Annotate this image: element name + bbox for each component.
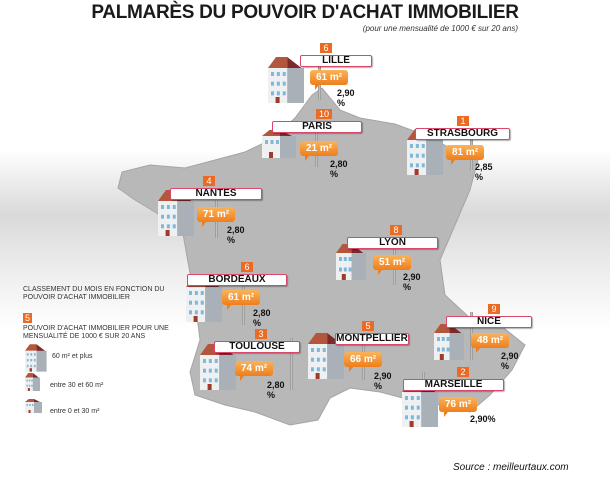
surface-bubble: 48 m² (471, 333, 509, 353)
legend-power-label: POUVOIR D'ACHAT IMMOBILIER POUR UNE MENS… (23, 325, 169, 340)
surface-bubble: 74 m² (235, 361, 273, 381)
rate-label: 2,90 % (374, 371, 392, 391)
rate-label: 2,80 % (267, 380, 285, 400)
rate-label: 2,80 % (227, 225, 245, 245)
city-name-sign: NANTES (170, 188, 262, 200)
sign-pole (290, 338, 293, 390)
rank-badge: 3 (255, 329, 267, 339)
legend-rank-badge: 5 (23, 313, 32, 323)
rank-badge: 8 (390, 225, 402, 235)
city-name-sign: STRASBOURG (415, 128, 510, 140)
legend-item-label: entre 0 et 30 m² (50, 408, 100, 415)
city-name-sign: PARIS (272, 121, 362, 133)
city-name-sign: TOULOUSE (214, 341, 300, 353)
rate-label: 2,80 % (253, 308, 271, 328)
house-medium-icon (434, 322, 466, 365)
source: Source : meilleurtaux.com (453, 462, 569, 473)
city-name-sign: NICE (446, 316, 532, 328)
city-name-sign: BORDEAUX (187, 274, 287, 286)
house-small-icon (262, 128, 298, 163)
rank-badge: 10 (316, 109, 332, 119)
rate-label: 2,90% (470, 414, 496, 424)
page-title: PALMARÈS DU POUVOIR D'ACHAT IMMOBILIER (91, 2, 519, 23)
rank-badge: 6 (320, 43, 332, 53)
surface-bubble: 66 m² (344, 352, 382, 372)
surface-bubble: 71 m² (197, 207, 235, 227)
rate-label: 2,90 % (501, 351, 519, 371)
legend-item-label: 60 m² et plus (52, 353, 93, 360)
surface-bubble: 51 m² (373, 255, 411, 275)
page-subtitle: (pour une mensualité de 1000 € sur 20 an… (362, 24, 518, 33)
surface-bubble: 61 m² (222, 290, 260, 310)
surface-bubble: 81 m² (446, 145, 484, 165)
house-small-icon (25, 398, 43, 416)
rank-badge: 5 (362, 321, 374, 331)
rate-label: 2,90 % (337, 88, 355, 108)
rank-badge: 9 (488, 304, 500, 314)
surface-bubble: 76 m² (439, 397, 477, 417)
city-name-sign: LYON (347, 237, 438, 249)
rank-badge: 6 (241, 262, 253, 272)
surface-bubble: 61 m² (310, 70, 348, 90)
rank-badge: 1 (457, 116, 469, 126)
city-name-sign: LILLE (300, 55, 372, 67)
house-large-icon (308, 331, 346, 384)
rate-label: 2,80 % (330, 159, 348, 179)
rank-badge: 2 (457, 367, 469, 377)
legend-ranking-label: CLASSEMENT DU MOIS EN FONCTION DU POUVOI… (23, 286, 165, 301)
rank-badge: 4 (203, 176, 215, 186)
rate-label: 2,85 % (475, 162, 493, 182)
surface-bubble: 21 m² (300, 141, 338, 161)
rate-label: 2,90 % (403, 272, 421, 292)
city-name-sign: MARSEILLE (403, 379, 504, 391)
house-large-icon (25, 343, 48, 375)
city-name-sign: MONTPELLIER (335, 333, 409, 345)
house-large-icon (268, 55, 306, 108)
legend-item-label: entre 30 et 60 m² (50, 382, 104, 389)
house-medium-icon (25, 372, 41, 394)
